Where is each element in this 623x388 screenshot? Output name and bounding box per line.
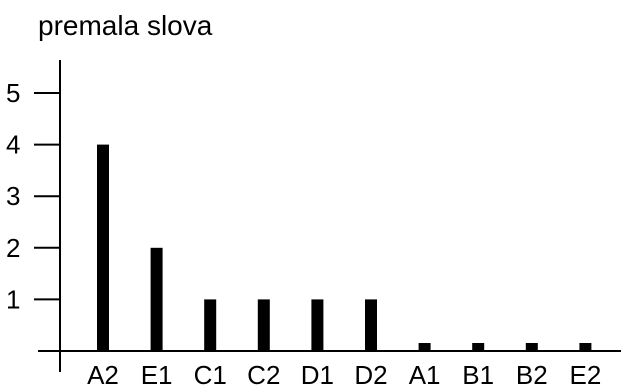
x-tick-labels: A2 E1 C1 C2 D1 D2 A1 B1 B2 E2 <box>87 360 601 388</box>
chart-title: premala slova <box>38 10 213 41</box>
bar <box>579 343 592 351</box>
bar <box>365 299 377 351</box>
bar <box>150 247 163 351</box>
y-tick-label: 1 <box>6 284 20 314</box>
bar <box>525 343 538 351</box>
x-tick-label: B2 <box>516 360 548 388</box>
y-tick-label: 2 <box>6 233 20 263</box>
x-tick-label: C2 <box>247 360 280 388</box>
bars <box>97 144 592 351</box>
x-tick-label: E2 <box>569 360 601 388</box>
bar <box>311 299 324 351</box>
x-tick-label: E1 <box>141 360 173 388</box>
axes <box>34 60 621 372</box>
x-tick-label: D1 <box>301 360 334 388</box>
bar <box>418 343 431 351</box>
x-tick-label: A1 <box>409 360 441 388</box>
bar <box>257 299 270 351</box>
x-tick-label: A2 <box>87 360 119 388</box>
x-tick-label: C1 <box>194 360 227 388</box>
y-tick-labels: 1 2 3 4 5 <box>6 78 20 314</box>
bar <box>204 299 217 351</box>
bar <box>472 343 485 351</box>
bar <box>97 144 109 351</box>
y-tick-label: 3 <box>6 181 20 211</box>
y-tick-label: 5 <box>6 78 20 108</box>
y-tick-label: 4 <box>6 130 20 160</box>
x-tick-label: D2 <box>354 360 387 388</box>
x-tick-label: B1 <box>462 360 494 388</box>
